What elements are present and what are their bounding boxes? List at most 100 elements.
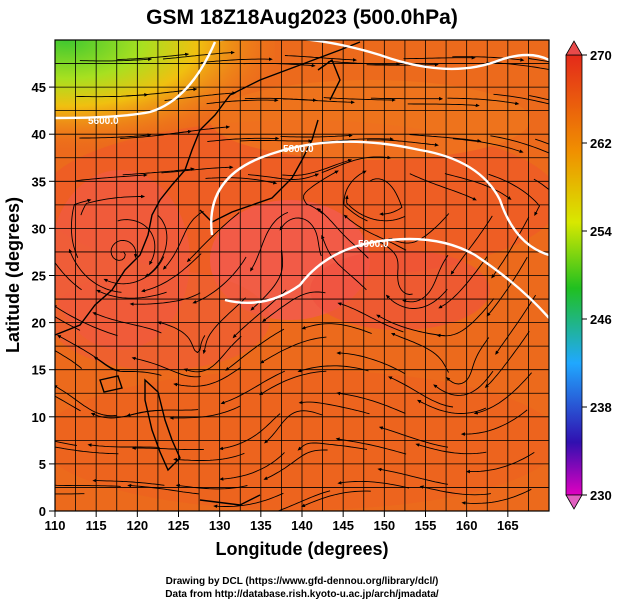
streamline <box>385 289 448 309</box>
streamline <box>157 321 206 354</box>
streamline <box>323 97 396 102</box>
streamline <box>301 490 371 507</box>
streamline <box>370 96 444 101</box>
streamline <box>262 291 326 323</box>
credit-data: Data from http://database.rish.kyoto-u.a… <box>165 589 439 600</box>
streamline <box>219 452 285 481</box>
streamline <box>452 138 524 153</box>
streamline <box>55 350 82 369</box>
colorbar-top-arrow <box>565 40 583 56</box>
streamline <box>131 446 204 451</box>
streamline <box>419 485 491 496</box>
streamline <box>219 413 281 451</box>
y-tick-label: 25 <box>32 269 46 284</box>
streamline <box>533 178 549 191</box>
streamline <box>490 135 549 154</box>
contour-label-5900: 5900.0 <box>358 239 389 250</box>
colorbar-tick-label: 246 <box>590 312 612 327</box>
streamline <box>183 335 242 373</box>
streamline <box>220 370 285 405</box>
mid-band <box>210 80 530 160</box>
streamline <box>438 256 488 309</box>
streamline <box>240 139 313 143</box>
streamline <box>144 214 168 278</box>
streamline <box>321 234 367 291</box>
streamline <box>528 58 549 63</box>
streamline <box>366 139 439 147</box>
streamline <box>93 356 162 376</box>
streamline <box>276 490 331 511</box>
x-tick-label: 130 <box>209 518 231 533</box>
colorbar-fill <box>565 54 583 496</box>
streamline <box>465 452 535 474</box>
streamline <box>55 493 85 495</box>
streamline <box>402 254 449 303</box>
streamline <box>377 467 448 485</box>
streamline <box>345 194 406 222</box>
wind-streamlines <box>55 50 549 511</box>
streamline <box>70 198 92 258</box>
streamline <box>205 177 278 185</box>
streamline <box>377 240 413 295</box>
streamline <box>259 336 327 364</box>
streamline <box>213 492 284 509</box>
streamline <box>316 208 369 259</box>
streamline <box>298 400 370 415</box>
streamline <box>366 62 439 67</box>
x-tick-label: 150 <box>373 518 395 533</box>
streamline <box>336 351 406 374</box>
streamline <box>122 167 195 176</box>
streamline <box>264 410 323 444</box>
streamline <box>409 134 482 143</box>
streamline <box>207 136 280 143</box>
streamline <box>96 289 167 299</box>
streamline <box>263 449 328 480</box>
streamline <box>225 328 285 371</box>
streamline <box>301 323 372 334</box>
streamline <box>87 443 160 448</box>
streamline <box>282 98 355 105</box>
streamline <box>447 97 520 106</box>
x-tick-label: 135 <box>250 518 272 533</box>
streamline <box>127 483 199 495</box>
streamline <box>460 409 528 436</box>
chart-title: GSM 18Z18Aug2023 (500.0hPa) <box>146 6 458 29</box>
streamline <box>486 256 528 317</box>
streamline <box>491 216 530 279</box>
streamline <box>161 165 234 174</box>
streamline <box>390 332 449 373</box>
warm-cell <box>310 250 490 330</box>
streamline <box>129 292 201 306</box>
colorbar-tick-label: 238 <box>590 400 612 415</box>
contour-north <box>220 40 549 71</box>
streamline <box>55 316 81 331</box>
x-tick-label: 145 <box>332 518 354 533</box>
streamline <box>55 304 118 337</box>
x-tick-label: 140 <box>291 518 313 533</box>
streamline <box>117 52 190 60</box>
streamline <box>55 261 82 291</box>
streamline <box>186 212 240 263</box>
streamline <box>279 217 322 257</box>
streamline <box>337 302 404 333</box>
x-axis: 110 115 120 125 130 135 140 145 150 155 160 165 <box>45 511 519 533</box>
streamline <box>158 125 231 136</box>
streamline <box>461 488 532 505</box>
streamline <box>206 98 279 105</box>
streamline <box>141 253 202 293</box>
streamline <box>200 57 273 64</box>
contour-label-5800: 5800.0 <box>283 144 314 155</box>
streamline <box>55 440 77 446</box>
streamline <box>55 395 81 412</box>
streamline <box>452 56 525 62</box>
contour-5600 <box>55 41 217 120</box>
streamline <box>473 372 532 415</box>
streamline <box>192 256 247 304</box>
colorbar-tick-label: 230 <box>590 488 612 503</box>
coastlines <box>55 41 361 506</box>
streamline <box>493 93 549 105</box>
x-tick-label: 120 <box>126 518 148 533</box>
y-axis: 0 5 10 15 20 25 30 35 40 45 <box>32 80 55 519</box>
streamline <box>378 426 449 448</box>
streamline <box>259 370 327 396</box>
